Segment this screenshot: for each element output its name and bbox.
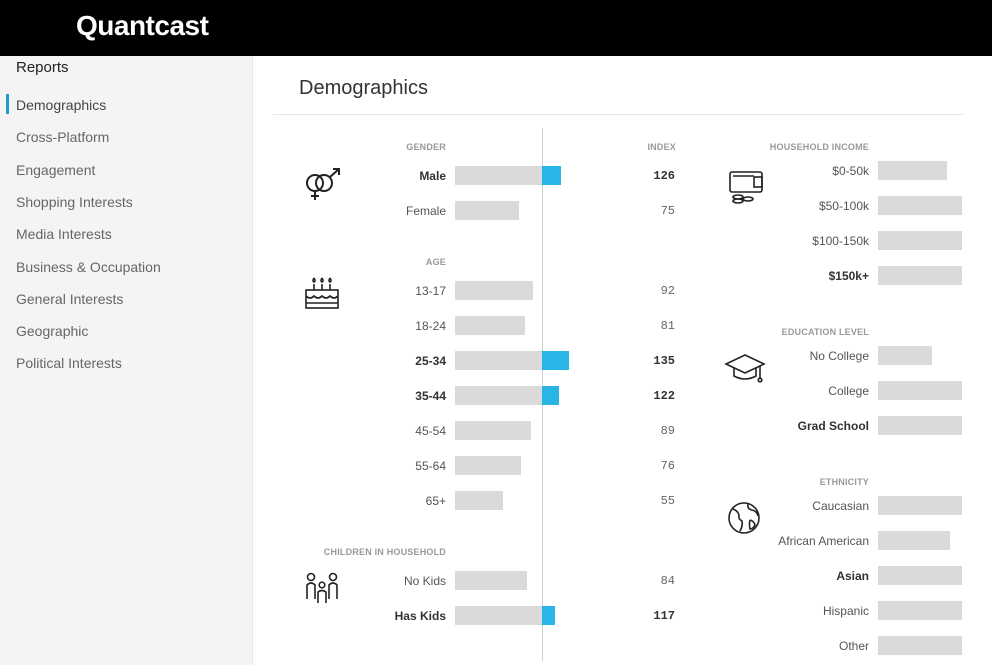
age-label-13-17: 13-17 — [415, 284, 446, 298]
gender-heading: GENDER — [406, 142, 446, 152]
main-panel: Demographics GENDER INDEX AGE CHILDREN I… — [254, 56, 992, 665]
ethnicity-label-other: Other — [838, 639, 869, 653]
sidebar-item-political-interests[interactable]: Political Interests — [16, 355, 122, 371]
sidebar-item-demographics[interactable]: Demographics — [16, 97, 107, 113]
age-index-55-64: 76 — [660, 459, 675, 473]
graduation-cap-icon — [724, 354, 766, 383]
age-index-25-34: 135 — [653, 354, 675, 368]
children-label-has-kids: Has Kids — [394, 609, 446, 623]
sidebar-item-business-occupation[interactable]: Business & Occupation — [16, 259, 161, 275]
sidebar-item-general-interests[interactable]: General Interests — [16, 291, 124, 307]
globe-icon — [728, 502, 760, 534]
income-bar-100-150k — [878, 231, 962, 250]
children-bar-has-kids — [455, 606, 542, 625]
education-label-grad-school: Grad School — [797, 419, 869, 433]
education-label-college: College — [828, 384, 869, 398]
age-bar-55-64 — [455, 456, 521, 475]
gender-bar-male — [455, 166, 542, 185]
gender-bar-female — [455, 201, 519, 220]
gender-label-female: Female — [405, 204, 446, 218]
income-label-150k: $150k+ — [828, 269, 869, 283]
age-label-25-34: 25-34 — [415, 354, 446, 368]
sidebar-item-shopping-interests[interactable]: Shopping Interests — [16, 194, 133, 210]
ethnicity-bar-hispanic — [878, 601, 962, 620]
gender-index-male: 126 — [653, 169, 675, 183]
sidebar-item-engagement[interactable]: Engagement — [16, 162, 96, 178]
ethnicity-label-caucasian: Caucasian — [812, 499, 869, 513]
income-label-100-150k: $100-150k — [812, 234, 869, 248]
education-heading: EDUCATION LEVEL — [781, 327, 869, 337]
age-label-45-54: 45-54 — [415, 424, 446, 438]
age-bar-18-24 — [455, 316, 525, 335]
education-label-no-college: No College — [809, 349, 869, 363]
ethnicity-label-asian: Asian — [836, 569, 869, 583]
age-bar-65 — [455, 491, 503, 510]
ethnicity-bar-caucasian — [878, 496, 962, 515]
sidebar-item-media-interests[interactable]: Media Interests — [16, 226, 112, 242]
sidebar-item-geographic[interactable]: Geographic — [16, 323, 89, 339]
quantcast-logo[interactable]: Quantcast — [76, 10, 209, 41]
education-bar-no-college — [878, 346, 932, 365]
active-indicator — [6, 94, 9, 114]
family-icon — [306, 572, 338, 603]
children-bar-no-kids — [455, 571, 527, 590]
age-heading: AGE — [425, 257, 446, 267]
gender-bar-over-index-male — [542, 166, 561, 185]
income-bar-0-50k — [878, 161, 947, 180]
ethnicity-label-african-american: African American — [778, 534, 869, 548]
ethnicity-bar-other — [878, 636, 962, 655]
birthday-cake-icon — [305, 277, 339, 309]
age-bar-25-34 — [455, 351, 542, 370]
age-index-65: 55 — [660, 494, 675, 508]
income-bar-150k — [878, 266, 962, 285]
children-index-no-kids: 84 — [660, 574, 675, 588]
age-bar-13-17 — [455, 281, 533, 300]
ethnicity-label-hispanic: Hispanic — [822, 604, 869, 618]
sidebar-item-cross-platform[interactable]: Cross-Platform — [16, 129, 110, 145]
age-label-65: 65+ — [425, 494, 446, 508]
age-label-35-44: 35-44 — [415, 389, 446, 403]
ethnicity-bar-african-american — [878, 531, 950, 550]
gender-label-male: Male — [419, 169, 446, 183]
top-bar: Quantcast — [0, 0, 992, 56]
age-label-18-24: 18-24 — [415, 319, 446, 333]
children-label-no-kids: No Kids — [403, 574, 446, 588]
age-label-55-64: 55-64 — [415, 459, 446, 473]
age-bar-over-index-35-44 — [542, 386, 559, 405]
page-title: Demographics — [299, 77, 428, 99]
title-divider — [273, 114, 963, 115]
sidebar-title: Reports — [16, 59, 69, 76]
age-index-13-17: 92 — [660, 284, 675, 298]
children-bar-over-index-has-kids — [542, 606, 555, 625]
age-bar-over-index-25-34 — [542, 351, 569, 370]
index-header: INDEX — [647, 142, 676, 152]
ethnicity-heading: ETHNICITY — [819, 477, 869, 487]
income-label-0-50k: $0-50k — [832, 164, 869, 178]
gender-index-female: 75 — [660, 204, 675, 218]
sidebar: Reports Demographics Cross-Platform Enga… — [0, 56, 253, 665]
gender-icon — [306, 168, 340, 200]
age-bar-45-54 — [455, 421, 531, 440]
wallet-coins-icon — [729, 171, 763, 204]
income-label-50-100k: $50-100k — [818, 199, 869, 213]
age-index-18-24: 81 — [660, 319, 675, 333]
ethnicity-bar-asian — [878, 566, 962, 585]
children-heading: CHILDREN IN HOUSEHOLD — [323, 547, 446, 557]
age-index-45-54: 89 — [660, 424, 675, 438]
income-heading: HOUSEHOLD INCOME — [769, 142, 869, 152]
age-bar-35-44 — [455, 386, 542, 405]
age-index-35-44: 122 — [653, 389, 675, 403]
children-index-has-kids: 117 — [653, 609, 675, 623]
education-bar-college — [878, 381, 962, 400]
education-bar-grad-school — [878, 416, 962, 435]
income-bar-50-100k — [878, 196, 962, 215]
